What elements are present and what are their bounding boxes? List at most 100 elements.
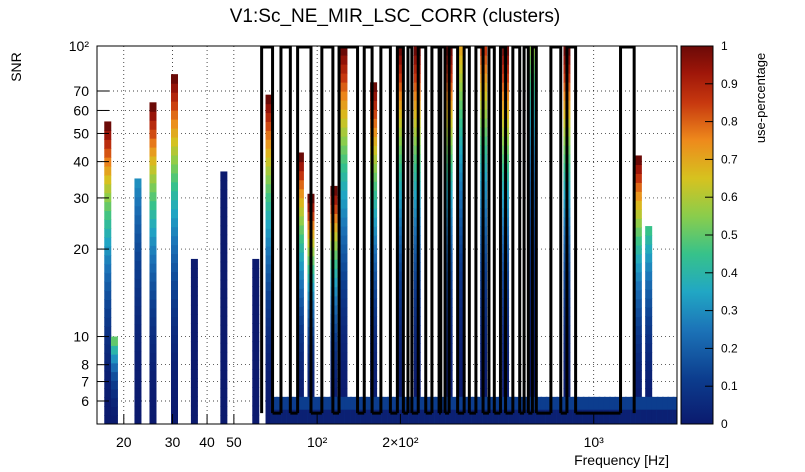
heatmap-cell bbox=[265, 343, 273, 354]
heatmap-cell bbox=[492, 409, 500, 424]
heatmap-cell bbox=[457, 280, 465, 290]
heatmap-cell bbox=[190, 378, 198, 388]
heatmap-cell bbox=[149, 129, 157, 139]
heatmap-cell bbox=[340, 370, 348, 380]
heatmap-cell bbox=[455, 409, 463, 424]
heatmap-cell bbox=[457, 235, 465, 245]
heatmap-cell bbox=[634, 271, 642, 282]
heatmap-cell bbox=[170, 388, 178, 398]
heatmap-cell bbox=[252, 396, 260, 407]
band-contour bbox=[447, 46, 460, 414]
heatmap-cell bbox=[370, 181, 378, 191]
heatmap-cell bbox=[190, 295, 198, 306]
heatmap-cell bbox=[252, 323, 260, 333]
heatmap-cell bbox=[110, 371, 118, 381]
heatmap-cell bbox=[582, 409, 590, 424]
heatmap-cell bbox=[252, 368, 260, 379]
heatmap-cell bbox=[134, 342, 142, 352]
heatmap-cell bbox=[645, 280, 653, 290]
heatmap-cell bbox=[296, 197, 304, 208]
heatmap-cell bbox=[402, 409, 410, 424]
heatmap-cell bbox=[392, 409, 400, 424]
heatmap-cell bbox=[296, 161, 304, 172]
heatmap-cell bbox=[614, 409, 622, 424]
heatmap-cell bbox=[220, 369, 228, 380]
color-scale-tick-label: 0.7 bbox=[721, 152, 738, 166]
heatmap-cell bbox=[104, 121, 112, 131]
heatmap-cell bbox=[265, 139, 273, 149]
heatmap-cell bbox=[396, 334, 404, 344]
heatmap-cell bbox=[134, 287, 142, 298]
heatmap-cell bbox=[556, 409, 564, 424]
heatmap-cell bbox=[457, 109, 465, 119]
heatmap-cell bbox=[340, 109, 348, 119]
heatmap-cell bbox=[340, 379, 348, 389]
heatmap-cell bbox=[170, 334, 178, 344]
y-tick-label: 6 bbox=[81, 393, 89, 409]
band-contour bbox=[565, 46, 578, 414]
heatmap-cell bbox=[296, 270, 304, 280]
heatmap-cell bbox=[104, 397, 112, 407]
heatmap-cell bbox=[396, 208, 404, 218]
heatmap-cell bbox=[396, 217, 404, 227]
heatmap-cell bbox=[434, 409, 442, 424]
heatmap-cell bbox=[645, 262, 653, 272]
heatmap-cell bbox=[635, 409, 643, 424]
heatmap-cell bbox=[296, 215, 304, 226]
color-scale-tick-label: 0.3 bbox=[721, 304, 738, 318]
heatmap-cell bbox=[134, 242, 142, 252]
heatmap-cell bbox=[540, 409, 548, 424]
heatmap-cell bbox=[220, 198, 228, 209]
heatmap-cell bbox=[340, 253, 348, 263]
heatmap-cell bbox=[645, 271, 653, 281]
color-scale-tick-label: 0.1 bbox=[721, 379, 738, 393]
heatmap-cell bbox=[645, 352, 653, 362]
heatmap-cell bbox=[104, 343, 112, 354]
heatmap-cell bbox=[396, 82, 404, 92]
heatmap-cell bbox=[190, 277, 198, 288]
heatmap-cell bbox=[340, 361, 348, 371]
heatmap-cell bbox=[190, 258, 198, 269]
heatmap-cell bbox=[370, 352, 378, 362]
heatmap-cell bbox=[634, 209, 642, 219]
heatmap-cell bbox=[645, 298, 653, 308]
heatmap-cell bbox=[672, 409, 677, 424]
heatmap-cell bbox=[220, 396, 228, 407]
heatmap-cell bbox=[645, 334, 653, 344]
heatmap-cell bbox=[572, 409, 580, 424]
band-contour bbox=[549, 46, 563, 414]
heatmap-cell bbox=[134, 378, 142, 389]
heatmap-cell bbox=[134, 260, 142, 271]
heatmap-cell bbox=[350, 409, 358, 424]
heatmap-cell bbox=[634, 262, 642, 273]
x-tick-label: 30 bbox=[165, 434, 181, 450]
heatmap-cell bbox=[466, 409, 474, 424]
heatmap-cell bbox=[370, 388, 378, 398]
heatmap-cell bbox=[170, 253, 178, 264]
heatmap-cell bbox=[296, 315, 304, 326]
heatmap-cell bbox=[265, 361, 273, 372]
heatmap-cell bbox=[265, 237, 273, 247]
heatmap-cell bbox=[471, 409, 479, 424]
heatmap-cell bbox=[634, 325, 642, 336]
heatmap-cell bbox=[445, 409, 453, 424]
heatmap-cell bbox=[645, 325, 653, 335]
heatmap-cell bbox=[646, 409, 654, 424]
heatmap-cell bbox=[370, 289, 378, 299]
heatmap-cell bbox=[370, 163, 378, 173]
heatmap-cell bbox=[667, 409, 675, 424]
heatmap-cell bbox=[252, 387, 260, 398]
heatmap-cell bbox=[134, 323, 142, 334]
heatmap-cell bbox=[396, 280, 404, 290]
heatmap-cell bbox=[149, 245, 157, 255]
heatmap-cell bbox=[104, 415, 112, 424]
heatmap-cell bbox=[110, 362, 118, 373]
heatmap-cell bbox=[149, 263, 157, 273]
heatmap-cell bbox=[190, 396, 198, 407]
color-scale-tick-label: 0.5 bbox=[721, 228, 738, 242]
heatmap-cell bbox=[296, 188, 304, 199]
heatmap-cell bbox=[265, 210, 273, 220]
heatmap-cell bbox=[149, 155, 157, 166]
heatmap-cell bbox=[340, 226, 348, 236]
